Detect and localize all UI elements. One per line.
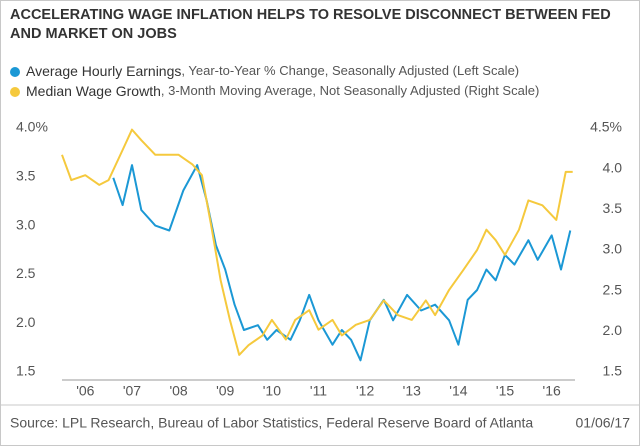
x-tick-label: '12 — [356, 383, 374, 399]
x-tick-label: '13 — [403, 383, 421, 399]
chart-title: AND MARKET ON JOBS — [10, 26, 177, 42]
y2-tick-label: 4.0 — [603, 159, 623, 175]
y2-tick-label: 2.5 — [603, 281, 623, 297]
x-tick-label: '10 — [263, 383, 281, 399]
x-tick-label: '06 — [76, 383, 94, 399]
y2-tick-label: 3.5 — [603, 200, 623, 216]
x-tick-label: '15 — [496, 383, 514, 399]
x-tick-label: '14 — [449, 383, 467, 399]
legend-marker — [10, 87, 20, 97]
legend-marker — [10, 67, 20, 77]
y-tick-label: 1.5 — [16, 363, 36, 379]
x-tick-label: '11 — [310, 383, 327, 399]
x-tick-label: '07 — [123, 383, 141, 399]
y2-tick-label: 4.5% — [590, 119, 622, 135]
y-tick-label: 4.0% — [16, 119, 48, 135]
x-tick-label: '08 — [169, 383, 187, 399]
series-line — [112, 164, 572, 362]
series-line — [61, 128, 573, 356]
legend-note: , 3-Month Moving Average, Not Seasonally… — [161, 83, 539, 98]
y-tick-label: 3.0 — [16, 216, 36, 232]
legend-note: , Year-to-Year % Change, Seasonally Adju… — [181, 63, 519, 78]
legend-name: Average Hourly Earnings — [26, 63, 181, 79]
y-tick-label: 3.5 — [16, 168, 36, 184]
legend-label: Median Wage Growth, 3-Month Moving Avera… — [26, 83, 539, 99]
x-tick-label: '09 — [216, 383, 234, 399]
x-tick-label: '16 — [543, 383, 561, 399]
y-tick-label: 2.5 — [16, 265, 36, 281]
legend-name: Median Wage Growth — [26, 83, 161, 99]
y2-tick-label: 1.5 — [603, 363, 623, 379]
y-tick-label: 2.0 — [16, 314, 36, 330]
y2-tick-label: 2.0 — [603, 322, 623, 338]
date: 01/06/17 — [576, 415, 631, 431]
chart-title: ACCELERATING WAGE INFLATION HELPS TO RES… — [10, 7, 611, 23]
y2-tick-label: 3.0 — [603, 241, 623, 257]
source: Source: LPL Research, Bureau of Labor St… — [10, 415, 533, 431]
legend-label: Average Hourly Earnings, Year-to-Year % … — [26, 63, 519, 79]
